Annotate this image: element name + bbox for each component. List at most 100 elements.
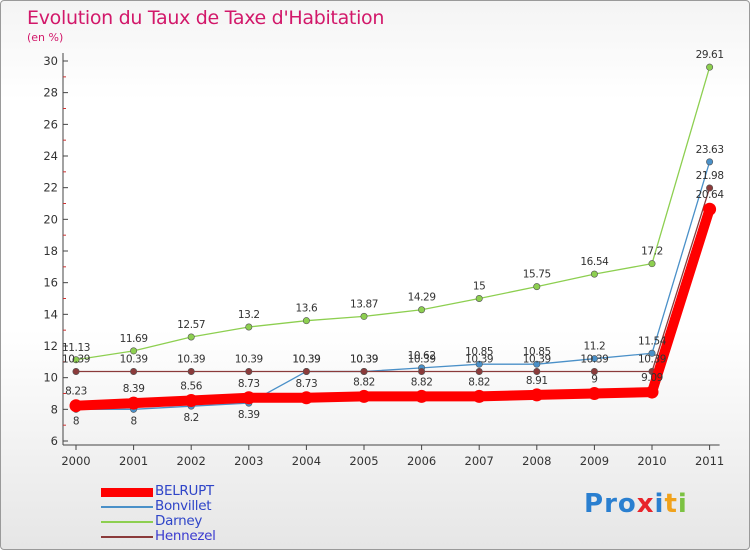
data-label: 8.73 (238, 378, 260, 390)
data-point (415, 389, 429, 403)
data-point (69, 399, 83, 413)
x-tick-label: 2001 (119, 454, 148, 468)
data-point (648, 260, 656, 268)
data-point (533, 283, 541, 291)
data-point (418, 367, 426, 375)
data-point (245, 367, 253, 375)
data-point (418, 306, 426, 314)
data-point (72, 356, 80, 364)
data-label: 11.2 (584, 341, 606, 353)
series-line-belrupt (71, 204, 715, 411)
legend-label: Darney (155, 513, 203, 529)
data-label: 15 (473, 281, 486, 293)
proxiti-logo: Proxiti (584, 489, 688, 519)
data-label: 10.39 (62, 353, 90, 365)
x-tick-label: 2009 (580, 454, 609, 468)
data-label: 10.39 (580, 353, 608, 365)
data-point (472, 389, 486, 403)
data-label: 8.39 (123, 383, 145, 395)
data-label: 8.56 (180, 380, 202, 392)
data-label: 8.73 (296, 378, 318, 390)
legend-swatch (101, 487, 153, 497)
data-label: 8.82 (468, 376, 490, 388)
data-point (475, 360, 483, 368)
x-tick-label: 2002 (177, 454, 206, 468)
data-label: 12.57 (177, 319, 205, 331)
data-label: 10.39 (523, 353, 551, 365)
y-tick-label: 18 (43, 244, 58, 258)
data-label: 8 (130, 415, 136, 427)
data-label: 20.64 (696, 189, 725, 201)
data-label: 8 (73, 415, 79, 427)
data-label: 8.39 (238, 409, 260, 421)
data-label: 13.87 (350, 298, 378, 310)
data-label: 21.98 (696, 170, 724, 182)
logo-letter: r (604, 489, 618, 519)
data-label: 10.85 (523, 346, 551, 358)
y-tick-label: 12 (43, 339, 58, 353)
data-label: 10.85 (465, 346, 493, 358)
data-point (72, 367, 80, 375)
legend-item: Darney (101, 513, 321, 530)
data-label: 13.2 (238, 309, 260, 321)
data-label: 10.39 (120, 353, 148, 365)
data-label: 10.39 (292, 353, 320, 365)
data-label: 11.69 (120, 333, 148, 345)
data-point (184, 393, 198, 407)
y-tick-label: 28 (43, 86, 58, 100)
data-point (242, 391, 256, 405)
series-line-hennezel (75, 187, 711, 373)
data-point (590, 355, 598, 363)
data-label: 23.63 (696, 144, 724, 156)
data-label: 10.62 (408, 350, 436, 362)
x-tick-label: 2010 (637, 454, 666, 468)
series-line-bonvillet (75, 161, 711, 410)
y-tick-label: 16 (43, 276, 58, 290)
data-point (245, 323, 253, 331)
legend-label: BELRUPT (155, 483, 214, 499)
data-point (475, 367, 483, 375)
data-label: 10.39 (350, 353, 378, 365)
data-point (302, 367, 310, 375)
logo-letter: i (677, 489, 688, 519)
x-tick-label: 2005 (349, 454, 378, 468)
x-tick-label: 2011 (695, 454, 724, 468)
data-point (533, 360, 541, 368)
data-label: 8.2 (183, 412, 199, 424)
data-label: 10.39 (465, 353, 493, 365)
y-tick-label: 6 (51, 434, 58, 448)
data-label: 10.39 (350, 353, 378, 365)
data-label: 16.54 (580, 256, 609, 268)
data-point (706, 158, 714, 166)
logo-letter: P (584, 489, 605, 519)
chart-subtitle: (en %) (27, 31, 64, 44)
data-point (648, 349, 656, 357)
data-point (187, 333, 195, 341)
y-tick-label: 22 (43, 181, 58, 195)
y-tick-label: 20 (43, 212, 58, 226)
legend-label: Hennezel (155, 528, 216, 544)
y-tick-label: 30 (43, 54, 58, 68)
data-point (360, 312, 368, 320)
data-label: 13.6 (296, 303, 318, 315)
data-label: 8.91 (526, 375, 548, 387)
data-label: 10.39 (408, 353, 436, 365)
legend-swatch (101, 506, 153, 508)
data-point (360, 367, 368, 375)
data-label: 10.39 (292, 353, 320, 365)
legend-item: Bonvillet (101, 498, 321, 515)
data-label: 9.09 (641, 372, 663, 384)
data-label: 10.39 (177, 353, 205, 365)
data-label: 10.39 (235, 353, 263, 365)
data-point (706, 63, 714, 71)
legend-swatch (101, 536, 153, 538)
data-label: 8.23 (65, 386, 87, 398)
data-point (130, 367, 138, 375)
y-tick-label: 26 (43, 117, 58, 131)
logo-letter: x (636, 489, 655, 519)
data-point (706, 184, 714, 192)
data-point (187, 367, 195, 375)
data-point (302, 317, 310, 325)
